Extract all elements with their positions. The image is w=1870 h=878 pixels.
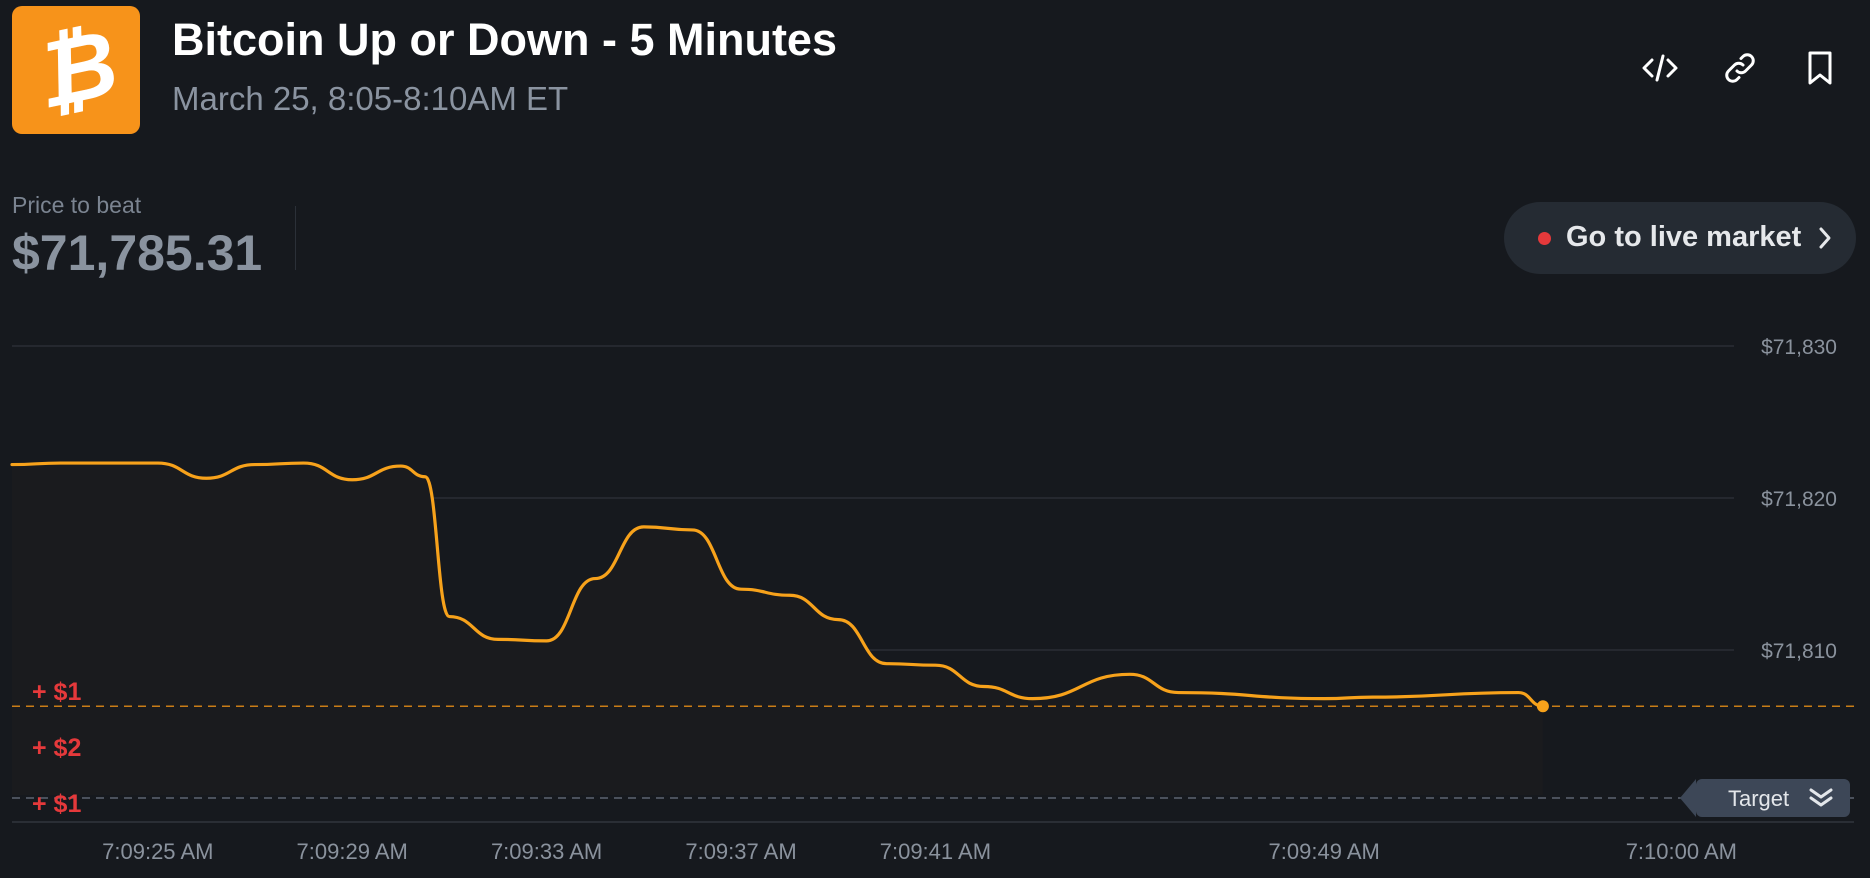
page-subtitle: March 25, 8:05-8:10AM ET (172, 80, 569, 117)
bitcoin-logo: ₿ (12, 6, 140, 134)
threshold-marker-label: + $1 (32, 790, 81, 818)
y-tick-label: $71,830 (1761, 336, 1837, 359)
marker-labels: + $1 + $2 + $1 (32, 678, 81, 818)
double-chevron-down-icon (1808, 787, 1834, 814)
x-tick-label: 7:09:37 AM (685, 839, 796, 864)
embed-code-icon[interactable] (1638, 46, 1682, 90)
price-divider (295, 206, 296, 270)
price-current-dot (1536, 700, 1549, 713)
price-to-beat-label: Price to beat (12, 192, 142, 218)
go-to-live-market-button[interactable]: Go to live market (1504, 202, 1856, 274)
x-tick-label: 7:09:33 AM (491, 839, 602, 864)
price-to-beat-value: $71,785.31 (12, 225, 263, 281)
chevron-right-icon (1816, 224, 1834, 257)
y-axis-labels: $71,830 $71,820 $71,810 (1761, 336, 1837, 663)
price-area-fill (12, 463, 1543, 795)
x-tick-label: 7:09:41 AM (880, 839, 991, 864)
target-button-notch (1680, 779, 1696, 817)
threshold-marker-label: + $1 (32, 678, 81, 706)
x-tick-label: 7:09:29 AM (297, 839, 408, 864)
page-title: Bitcoin Up or Down - 5 Minutes (172, 14, 837, 65)
bitcoin-symbol: ₿ (25, 8, 127, 131)
live-indicator-dot (1538, 232, 1551, 245)
y-tick-label: $71,810 (1761, 640, 1837, 663)
link-icon[interactable] (1718, 46, 1762, 90)
live-market-label: Go to live market (1566, 221, 1802, 253)
target-label: Target (1728, 786, 1790, 811)
target-button[interactable]: Target (1680, 779, 1850, 817)
threshold-marker-label: + $2 (32, 734, 81, 762)
x-tick-label: 7:10:00 AM (1626, 839, 1737, 864)
x-tick-label: 7:09:49 AM (1269, 839, 1380, 864)
x-axis-labels: 7:09:25 AM 7:09:29 AM 7:09:33 AM 7:09:37 AM… (102, 839, 1737, 864)
x-tick-label: 7:09:25 AM (102, 839, 213, 864)
y-tick-label: $71,820 (1761, 488, 1837, 511)
price-line (10, 461, 1545, 708)
chart-grid (12, 345, 1734, 651)
bookmark-icon[interactable] (1798, 46, 1842, 90)
